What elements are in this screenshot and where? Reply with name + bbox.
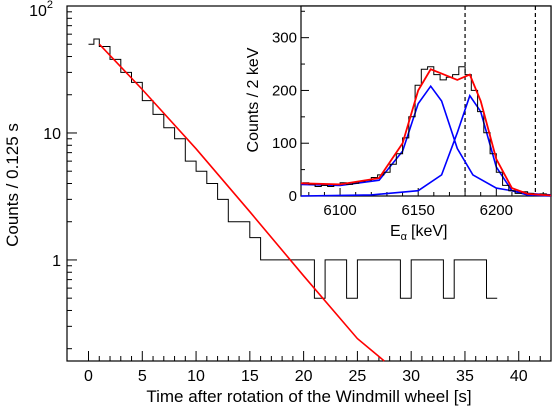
main-x-tick-label: 10 [187,368,205,385]
main-x-axis-label: Time after rotation of the Windmill whee… [146,387,471,406]
inset-x-tick-label: 6100 [323,202,356,219]
main-histogram-series [88,38,498,299]
inset-x-label-e: E [390,223,401,240]
inset-x-tick-label: 6200 [480,202,513,219]
inset-fit-curve [300,68,552,197]
inset-x-label-unit: [keV] [411,223,447,240]
inset-y-tick-label: 300 [272,30,297,47]
main-x-tick-label: 35 [456,368,474,385]
inset-y-tick-label: 100 [272,135,297,152]
main-fit-curve [98,43,385,362]
inset-x-tick-label: 6150 [402,202,435,219]
inset-plot-frame [300,5,552,197]
inset-y-axis-label: Counts / 2 keV [245,47,262,152]
main-y-tick-label: 1 [52,253,61,270]
main-x-tick-label: 25 [349,368,367,385]
main-y-tick-label: 102 [29,0,53,20]
inset-component-curve [300,93,552,197]
main-x-tick-label: 0 [84,368,93,385]
main-x-tick-label: 30 [402,368,420,385]
main-x-tick-label: 5 [138,368,147,385]
main-x-tick-label: 15 [241,368,259,385]
main-x-tick-label: 20 [295,368,313,385]
inset-y-tick-label: 200 [272,82,297,99]
main-x-tick-label: 40 [510,368,528,385]
inset-y-tick-label: 0 [289,188,297,205]
inset-x-axis-label: Eα [keV] [390,223,448,243]
main-y-tick-label: 10 [43,126,61,143]
inset-component-curve [300,84,552,196]
main-y-axis-label: Counts / 0.125 s [3,123,22,247]
inset-x-label-alpha: α [401,231,408,243]
